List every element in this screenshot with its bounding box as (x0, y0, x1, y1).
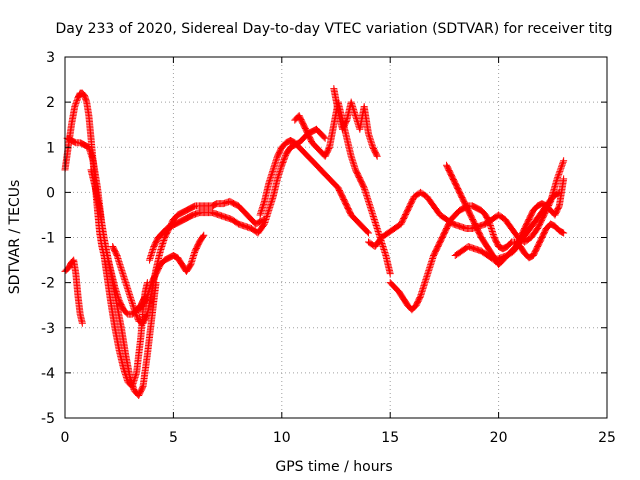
y-axis-label: SDTVAR / TECUs (7, 180, 23, 295)
series-markers (135, 231, 208, 314)
x-axis-label: GPS time / hours (275, 459, 392, 475)
series-arc8 (256, 136, 373, 237)
x-tick-labels: 0 5 10 15 20 25 (61, 430, 616, 446)
y-tick-label: -5 (41, 411, 55, 427)
series-arc4 (87, 166, 160, 399)
x-tick-label: 0 (61, 430, 70, 446)
y-tick-label: 0 (46, 185, 55, 201)
y-tick-labels: -5 -4 -3 -2 -1 0 1 2 3 (41, 50, 55, 427)
x-tick-label: 25 (598, 430, 616, 446)
y-tick-label: 2 (46, 95, 55, 111)
y-tick-label: 1 (46, 140, 55, 156)
series-arc10 (330, 85, 381, 160)
x-tick-label: 5 (169, 430, 178, 446)
x-tick-label: 15 (381, 430, 399, 446)
data-markers (61, 85, 568, 399)
y-tick-label: -1 (41, 231, 55, 247)
series-arc11 (386, 202, 568, 314)
y-tick-label: -2 (41, 276, 55, 292)
axis-ticks (64, 56, 608, 419)
series-markers (61, 89, 151, 390)
chart-title: Day 233 of 2020, Sidereal Day-to-day VTE… (56, 21, 613, 37)
series-arc14 (451, 188, 563, 264)
y-tick-label: 3 (46, 50, 55, 66)
x-tick-label: 10 (273, 430, 291, 446)
series-arc7 (146, 125, 329, 264)
y-tick-label: -3 (41, 321, 55, 337)
x-tick-label: 20 (490, 430, 508, 446)
series-markers (330, 85, 381, 160)
y-tick-label: -4 (41, 366, 55, 382)
series-arc6 (135, 231, 208, 314)
grid-lines (65, 57, 607, 418)
series-arc1 (61, 89, 151, 390)
